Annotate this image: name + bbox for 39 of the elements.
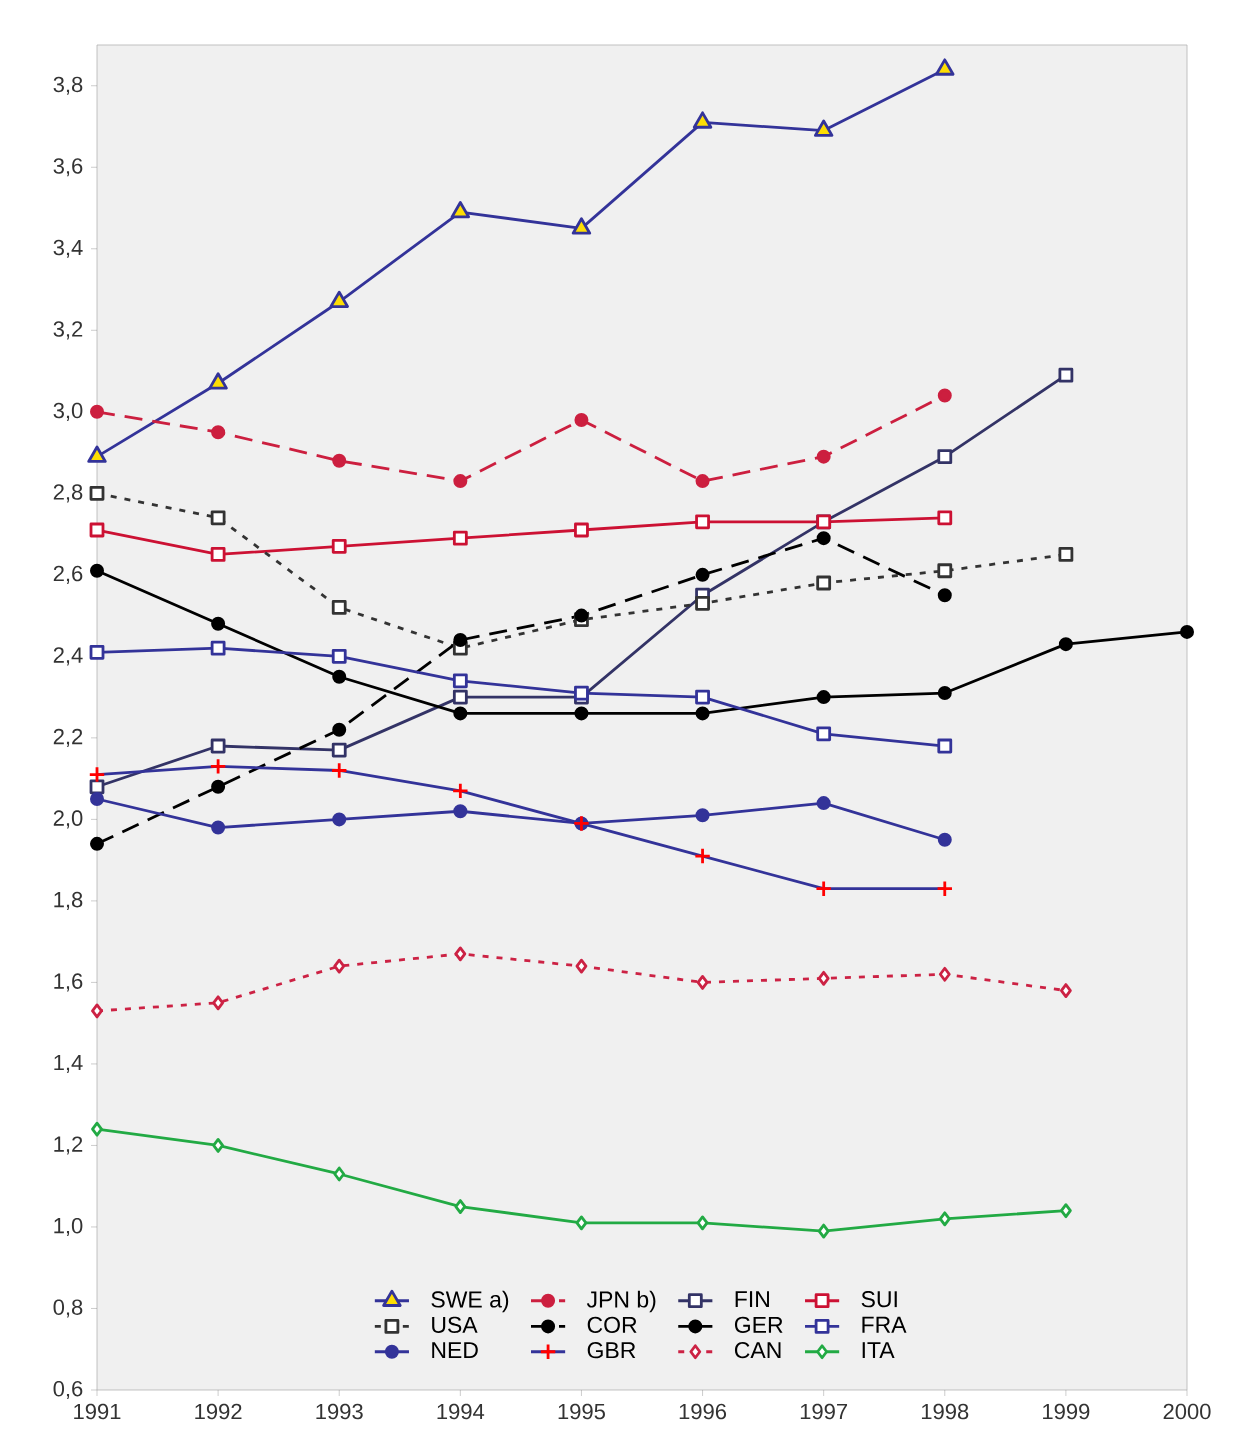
x-tick-label: 1993 — [316, 1403, 363, 1420]
legend-label: USA — [432, 1316, 478, 1333]
x-tick-label: 1992 — [195, 1403, 242, 1420]
legend-label: CAN — [734, 1342, 781, 1359]
y-tick-label: 2,2 — [53, 728, 83, 747]
y-tick-label: 3,2 — [53, 321, 83, 340]
y-tick-label: 2,6 — [53, 565, 83, 584]
legend-label: ITA — [862, 1342, 895, 1359]
legend-label: SWE a) — [431, 1290, 509, 1313]
y-tick-label: 3,6 — [53, 158, 83, 177]
y-tick-label: 3,8 — [53, 76, 83, 95]
x-tick-label: 2000 — [1163, 1403, 1211, 1420]
y-tick-label: 3,4 — [53, 239, 83, 258]
y-tick-label: 0,6 — [53, 1380, 83, 1400]
x-tick-label: 1998 — [921, 1403, 969, 1420]
legend-label: JPN b) — [586, 1290, 656, 1313]
y-tick-label: 3,0 — [53, 402, 83, 421]
x-tick-label: 1999 — [1043, 1403, 1090, 1420]
y-tick-label: 1,0 — [54, 1217, 83, 1237]
legend-label: GER — [734, 1316, 783, 1333]
y-tick-label: 1,2 — [54, 1136, 83, 1155]
legend-label: SUI — [861, 1291, 897, 1308]
y-tick-label: 2,0 — [53, 810, 83, 829]
x-tick-label: 1997 — [800, 1403, 848, 1420]
legend-label: FIN — [735, 1291, 769, 1307]
y-tick-label: 1,8 — [54, 891, 83, 910]
y-tick-label: 1,4 — [54, 1054, 83, 1073]
x-tick-label: 1995 — [558, 1403, 605, 1420]
x-tick-label: 1996 — [679, 1403, 727, 1420]
y-tick-label: 0,8 — [53, 1299, 83, 1318]
y-tick-label: 2,8 — [53, 484, 83, 503]
y-tick-label: 2,4 — [53, 647, 83, 666]
x-tick-label: 1991 — [74, 1403, 121, 1420]
legend-label: GBR — [587, 1342, 636, 1359]
legend-label: NED — [432, 1342, 478, 1359]
legend-label: FRA — [862, 1316, 907, 1333]
y-tick-label: 1,6 — [54, 973, 83, 992]
x-tick-label: 1994 — [437, 1403, 485, 1420]
legend-label: COR — [587, 1316, 637, 1333]
